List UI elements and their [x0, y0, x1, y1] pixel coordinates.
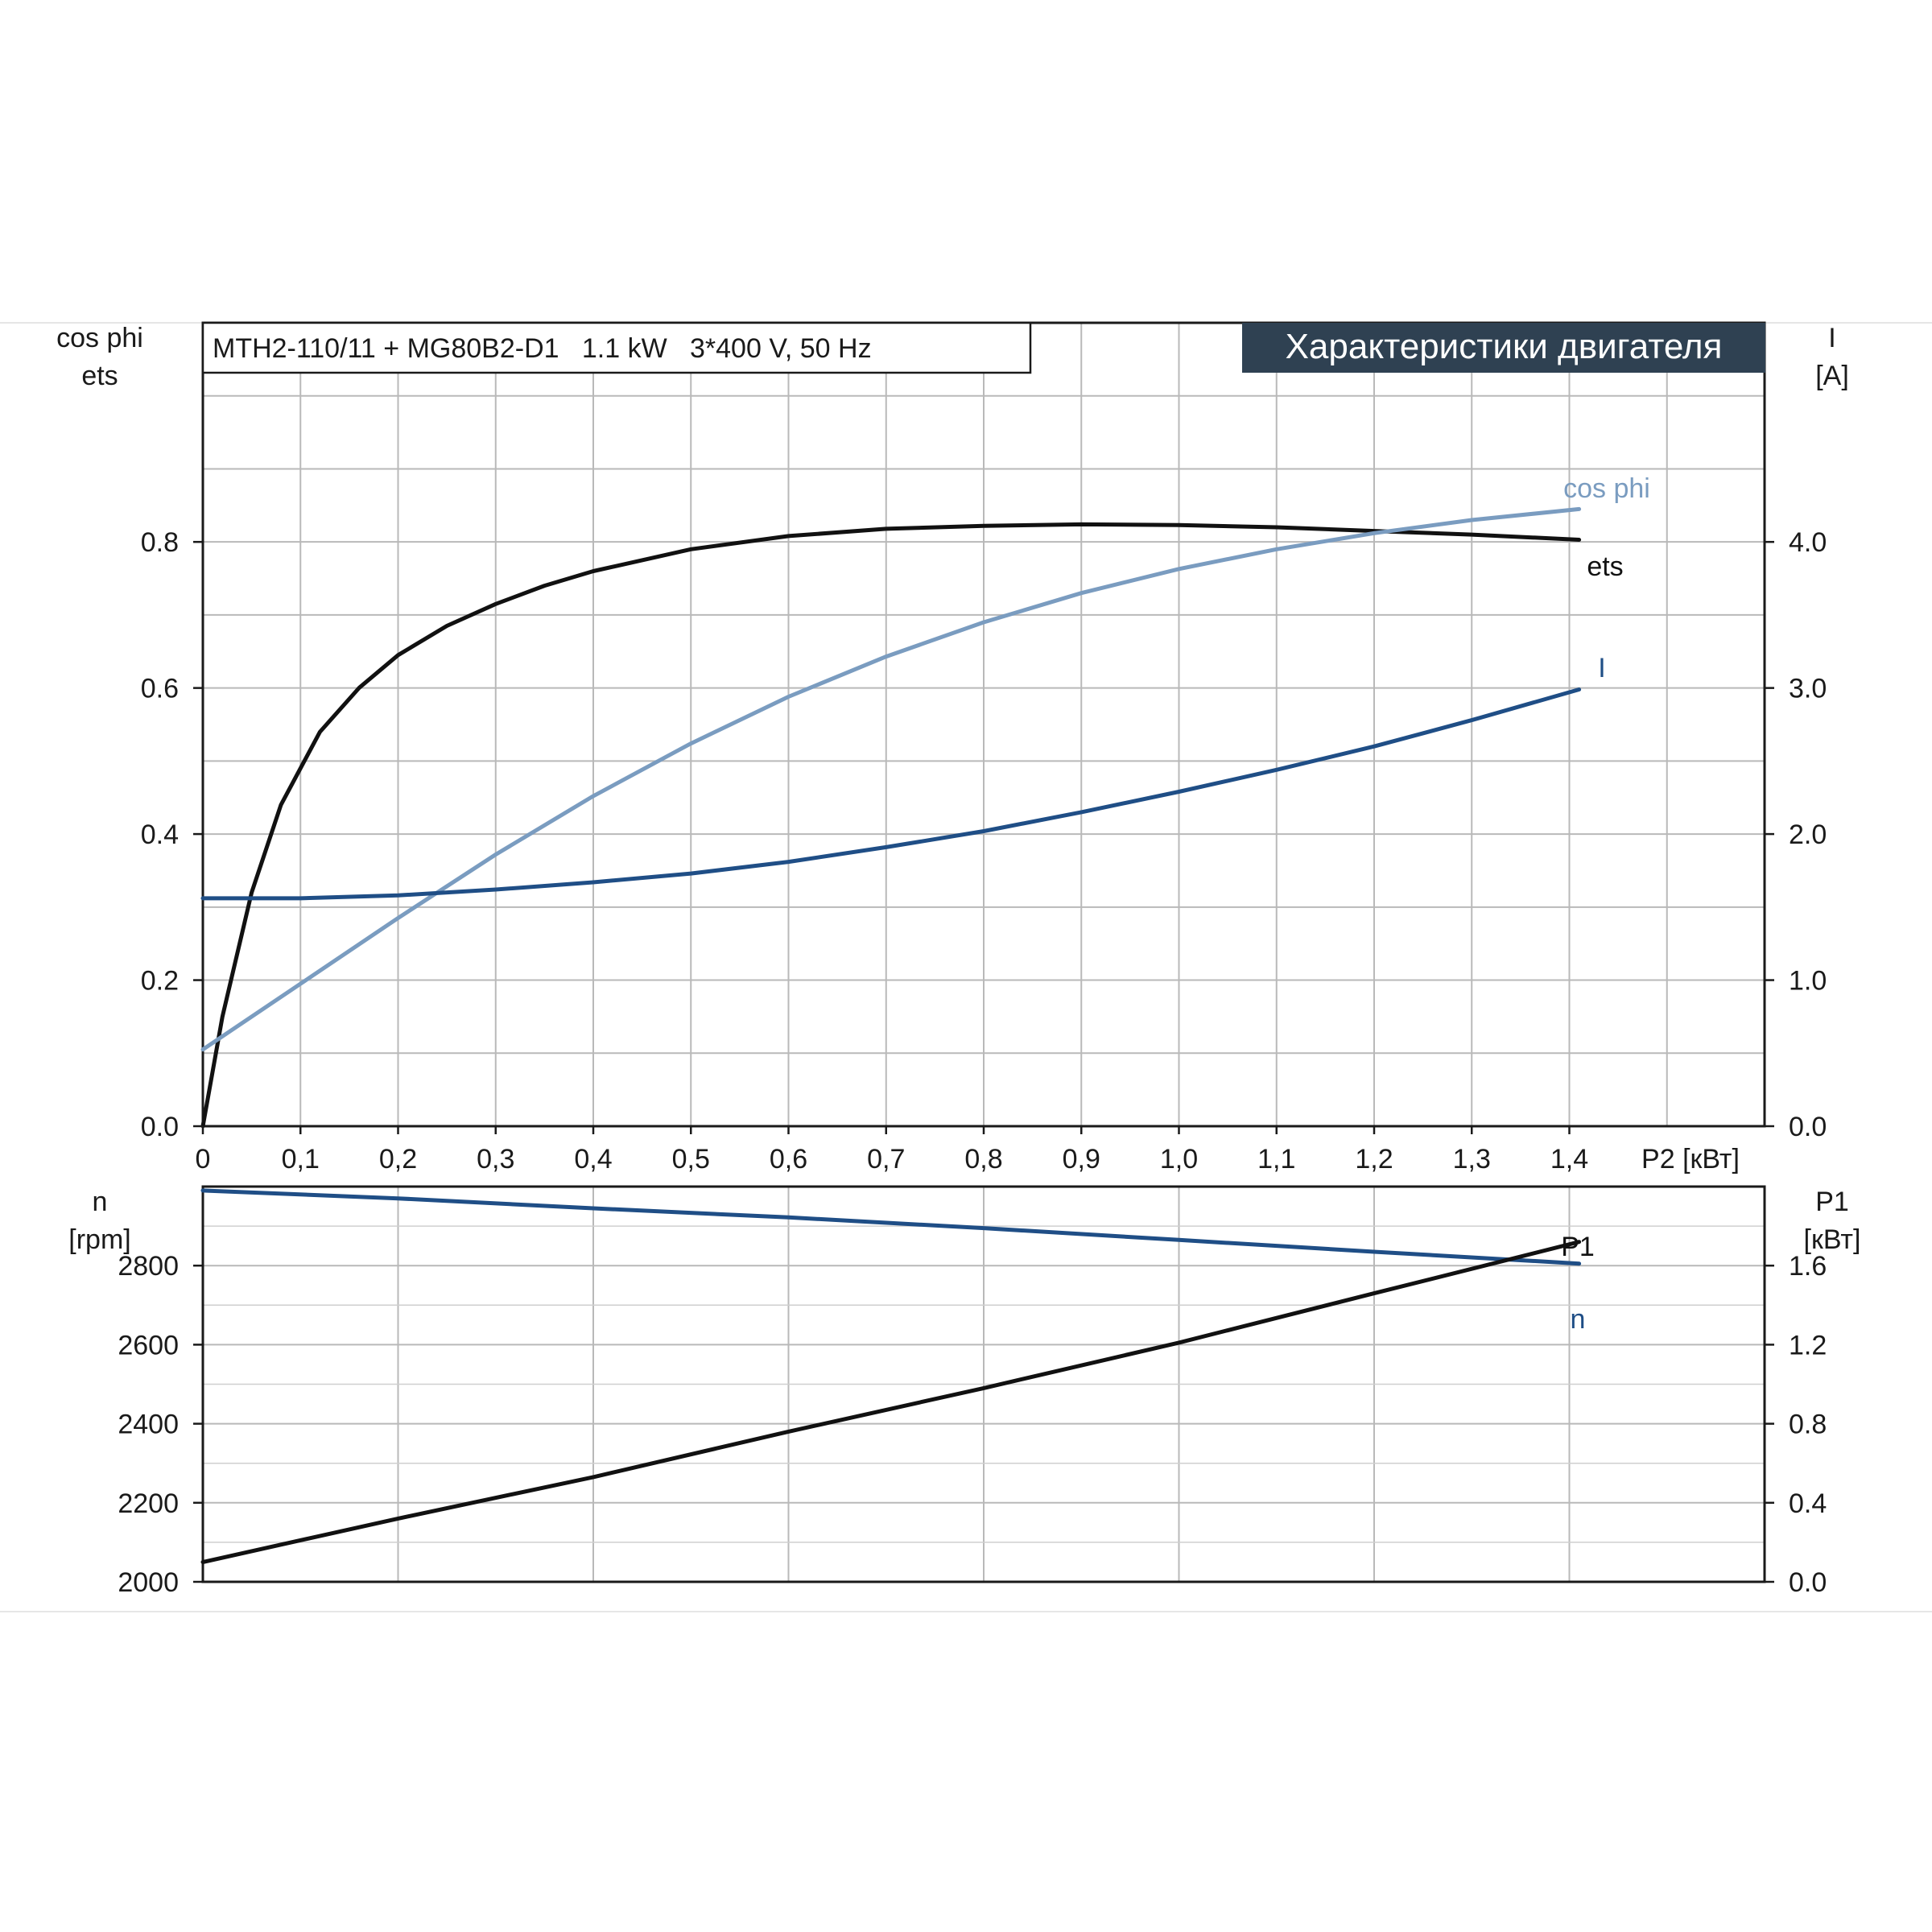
upper-left-axis-label-2: ets — [81, 361, 118, 391]
x-tick-label: 0,7 — [867, 1144, 905, 1174]
x-tick-label: 1,3 — [1453, 1144, 1491, 1174]
y-left-tick-label: 0.4 — [141, 819, 179, 850]
y-left-tick-label: 0.0 — [141, 1112, 179, 1142]
lower-ticks: 2000 2200 2400 2600 2800 0.0 0.4 0.8 1.2 1.6 — [118, 1251, 1827, 1598]
x-tick-label: 1,2 — [1355, 1144, 1393, 1174]
lower-right-axis-label-2: [кВт] — [1804, 1224, 1861, 1255]
y-right-tick-label: 4.0 — [1789, 527, 1827, 558]
x-tick-label: 0,9 — [1063, 1144, 1100, 1174]
lower-grid — [203, 1187, 1765, 1582]
upper-right-axis-label-2: [A] — [1815, 361, 1849, 391]
x-tick-label: 1,0 — [1160, 1144, 1198, 1174]
y-right-tick-label: 1.0 — [1789, 966, 1827, 997]
x-axis-label: P2 [кВт] — [1641, 1144, 1740, 1174]
upper-grid — [203, 323, 1765, 1126]
title-box: Характеристики двигателя — [1242, 323, 1765, 373]
lower-y-right-tick-label: 1.6 — [1789, 1251, 1827, 1282]
lower-y-left-tick-label: 2800 — [118, 1251, 179, 1282]
lower-left-axis-label-2: [rpm] — [68, 1224, 130, 1255]
y-left-tick-label: 0.6 — [141, 674, 179, 704]
series-label-current: I — [1598, 653, 1605, 683]
chart-title: Характеристики двигателя — [1286, 327, 1723, 366]
series-label-cos-phi: cos phi — [1563, 473, 1650, 504]
curve-i — [200, 687, 1582, 901]
lower-y-left-tick-label: 2200 — [118, 1488, 179, 1519]
x-tick-label: 0,1 — [282, 1144, 320, 1174]
x-tick-label: 0 — [196, 1144, 211, 1174]
lower-plot-frame — [201, 1185, 1766, 1583]
lower-y-left-tick-label: 2400 — [118, 1410, 179, 1440]
lower-curves — [200, 1188, 1582, 1564]
x-tick-label: 0,8 — [964, 1144, 1002, 1174]
upper-curves — [200, 506, 1582, 1129]
curve-n — [200, 1188, 1582, 1266]
series-label-speed: n — [1571, 1304, 1586, 1335]
upper-left-axis-label-1: cos phi — [56, 323, 143, 353]
x-tick-label: 0,5 — [672, 1144, 710, 1174]
curve-ets — [200, 522, 1582, 1129]
x-tick-label: 0,6 — [770, 1144, 807, 1174]
curve-cos-phi — [200, 506, 1582, 1052]
y-left-tick-label: 0.8 — [141, 527, 179, 558]
upper-right-axis-label-1: I — [1828, 323, 1835, 353]
x-tick-label: 1,4 — [1550, 1144, 1588, 1174]
y-left-tick-label: 0.2 — [141, 966, 179, 997]
series-label-ets: ets — [1587, 551, 1623, 582]
x-tick-label: 1,1 — [1257, 1144, 1295, 1174]
x-tick-label: 0,2 — [379, 1144, 417, 1174]
y-right-tick-label: 3.0 — [1789, 674, 1827, 704]
curve-p1 — [200, 1240, 1582, 1564]
x-tick-label: 0,4 — [574, 1144, 612, 1174]
model-label-box: MTH2-110/11 + MG80B2-D1 1.1 kW 3*400 V, … — [201, 321, 1032, 374]
upper-ticks: 0 0,1 0,2 0,3 0,4 0,5 0,6 0,7 0,8 0,9 1,0 1,1 1,2 1,3… — [141, 527, 1827, 1174]
lower-left-axis-label-1: n — [93, 1187, 108, 1217]
lower-right-axis-label-1: P1 — [1815, 1187, 1849, 1217]
model-label: MTH2-110/11 + MG80B2-D1 1.1 kW 3*400 V, … — [213, 333, 872, 364]
series-label-p1: P1 — [1561, 1232, 1595, 1262]
y-right-tick-label: 0.0 — [1789, 1112, 1827, 1142]
lower-y-right-tick-label: 1.2 — [1789, 1330, 1827, 1360]
lower-y-right-tick-label: 0.4 — [1789, 1488, 1827, 1519]
lower-y-right-tick-label: 0.0 — [1789, 1567, 1827, 1598]
lower-y-left-tick-label: 2600 — [118, 1330, 179, 1360]
x-tick-label: 0,3 — [477, 1144, 514, 1174]
y-right-tick-label: 2.0 — [1789, 819, 1827, 850]
lower-y-left-tick-label: 2000 — [118, 1567, 179, 1598]
lower-y-right-tick-label: 0.8 — [1789, 1410, 1827, 1440]
